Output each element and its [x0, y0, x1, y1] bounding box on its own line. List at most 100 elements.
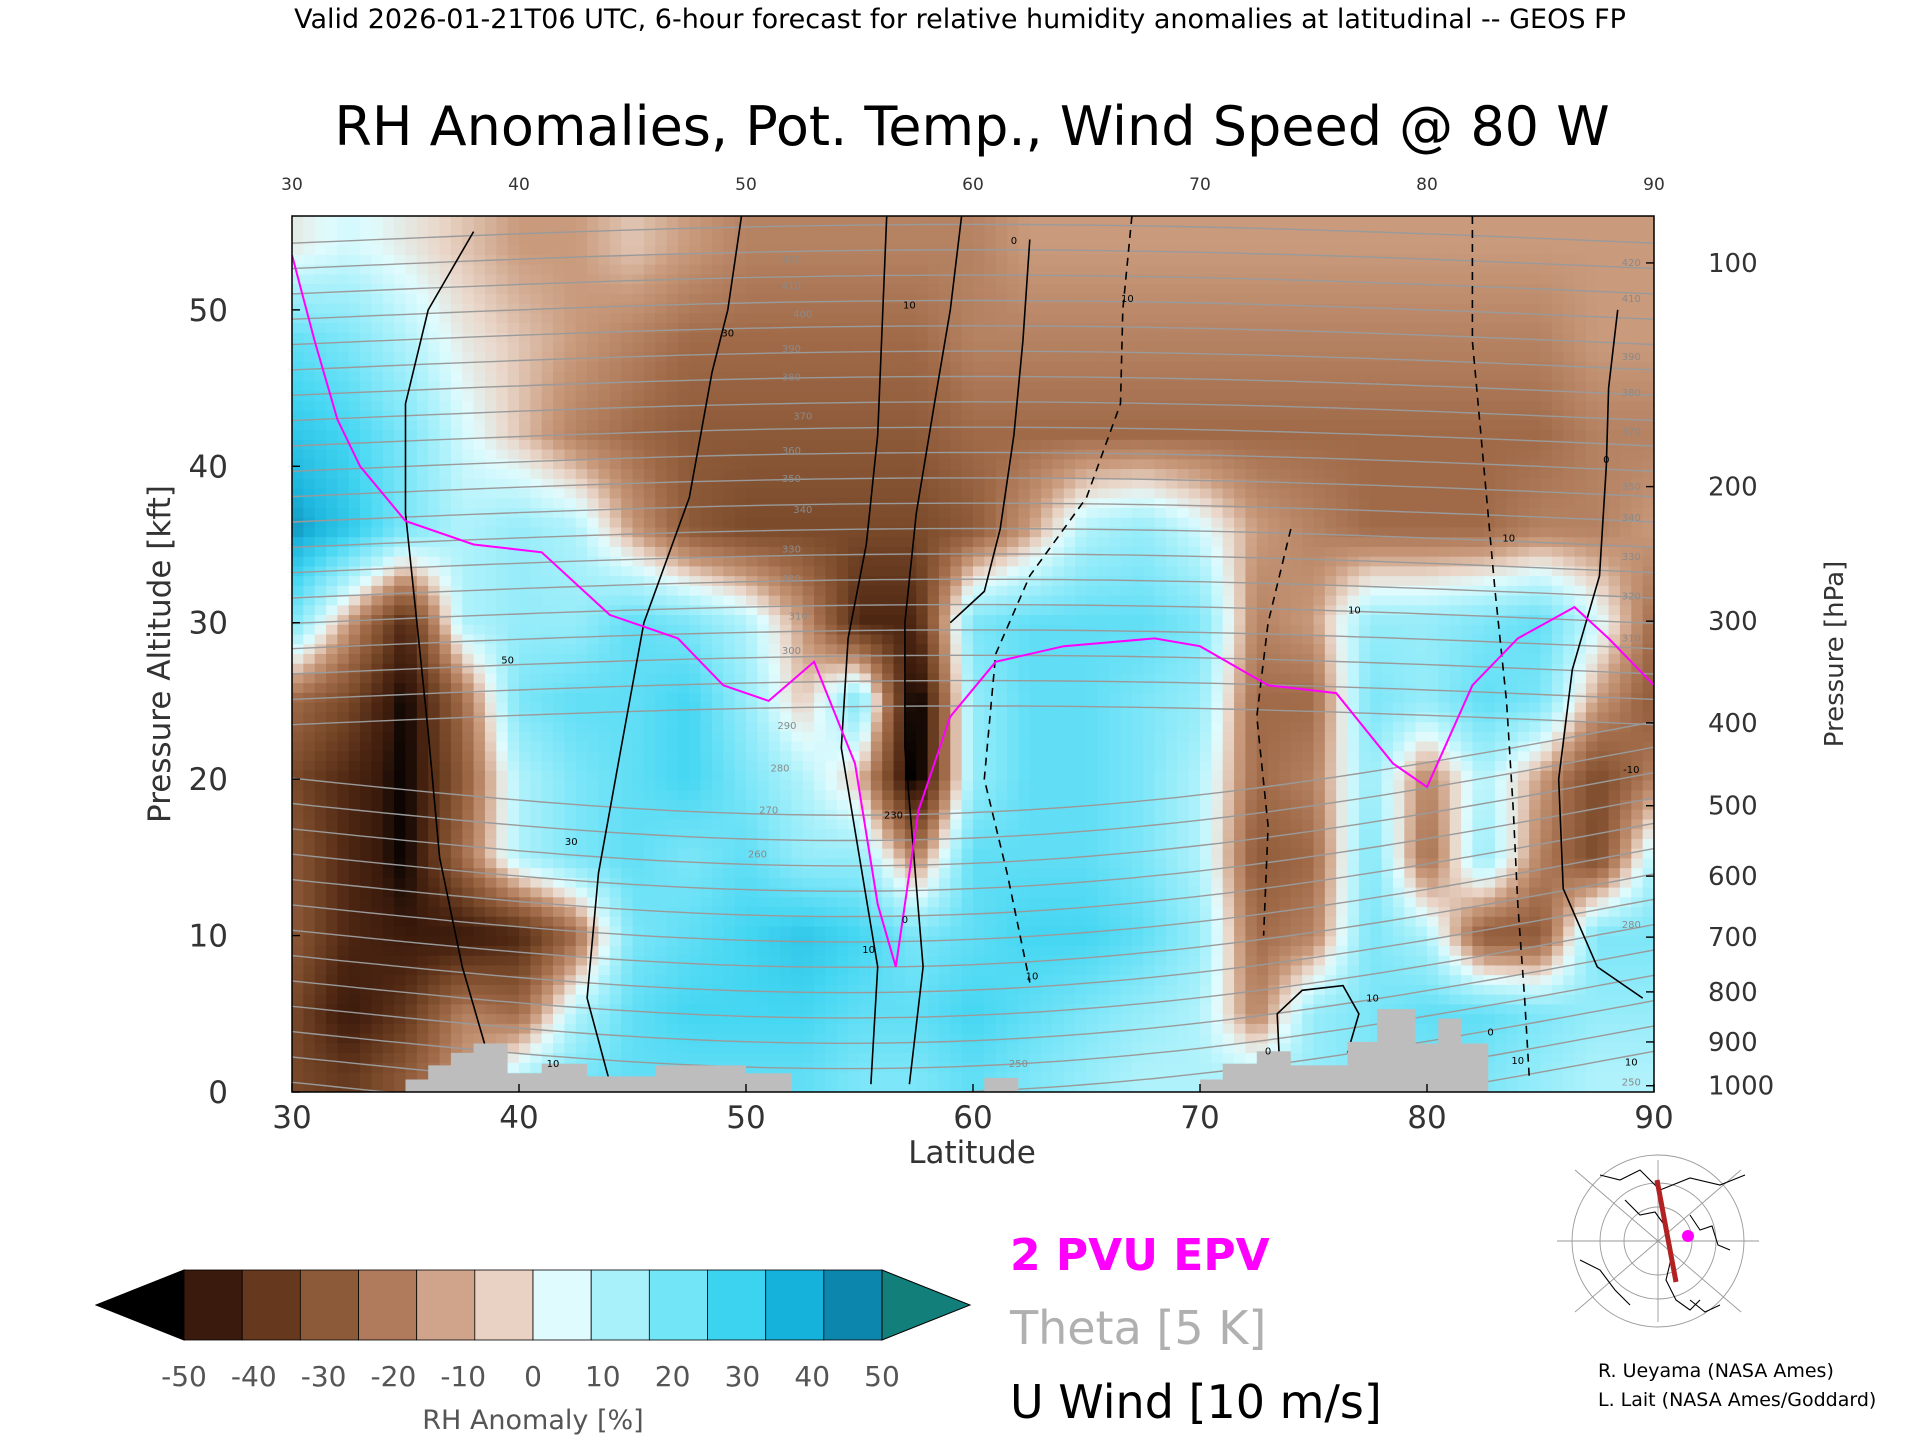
rh-cell [371, 430, 384, 441]
rh-cell [1029, 264, 1042, 275]
rh-cell [1483, 400, 1496, 412]
rh-cell [507, 284, 520, 295]
rh-cell [1279, 284, 1292, 295]
rh-cell [1268, 517, 1281, 529]
rh-cell [450, 293, 463, 305]
rh-cell [1574, 332, 1587, 344]
rh-cell [1563, 400, 1576, 412]
rh-cell [1336, 381, 1349, 392]
rh-cell [326, 362, 338, 373]
rh-cell [1427, 400, 1439, 412]
rh-cell [1290, 352, 1303, 363]
rh-cell [632, 576, 645, 587]
rh-cell [553, 284, 565, 295]
rh-cell [893, 439, 906, 451]
rh-cell [587, 274, 600, 285]
rh-cell [1381, 381, 1394, 392]
rh-cell [802, 381, 815, 392]
rh-cell [1495, 410, 1508, 421]
rh-cell [314, 362, 327, 373]
rh-cell [450, 488, 463, 499]
rh-cell [1165, 332, 1178, 344]
rh-cell [1222, 576, 1235, 587]
rh-cell [1461, 323, 1473, 334]
rh-cell [416, 556, 429, 567]
rh-cell [1086, 615, 1099, 626]
rh-cell [394, 488, 407, 499]
rh-cell [984, 488, 997, 499]
rh-cell [575, 381, 588, 392]
rh-cell [1461, 517, 1473, 529]
rh-cell [1574, 420, 1587, 431]
rh-cell [575, 332, 588, 344]
rh-cell [1404, 459, 1417, 470]
rh-cell [1427, 546, 1439, 558]
rh-cell [1381, 605, 1394, 616]
rh-cell [1642, 537, 1654, 548]
rh-cell [870, 469, 883, 480]
rh-cell [1018, 400, 1031, 412]
rh-cell [1347, 605, 1360, 616]
rh-cell [1574, 274, 1587, 285]
rh-cell [405, 527, 418, 538]
rh-cell [643, 293, 656, 305]
rh-cell [428, 459, 441, 470]
rh-cell [1143, 381, 1156, 392]
rh-cell [1483, 342, 1496, 353]
rh-cell [655, 332, 668, 344]
rh-cell [1086, 595, 1099, 606]
rh-cell [1177, 595, 1190, 606]
rh-cell [961, 527, 974, 538]
rh-cell [1290, 469, 1303, 480]
rh-cell [484, 459, 497, 470]
rh-cell [1052, 595, 1065, 606]
rh-cell [348, 527, 361, 538]
rh-cell [1165, 391, 1178, 402]
rh-cell [848, 478, 861, 490]
rh-cell [587, 556, 600, 567]
rh-cell [1551, 566, 1564, 577]
rh-cell [337, 595, 350, 606]
rh-cell [1200, 254, 1212, 266]
rh-cell [689, 284, 702, 295]
rh-cell [1052, 517, 1065, 529]
rh-cell [1324, 235, 1337, 246]
rh-cell [689, 362, 702, 373]
rh-cell [541, 459, 554, 470]
rh-cell [1313, 459, 1326, 470]
rh-cell [428, 566, 441, 577]
rh-cell [484, 566, 497, 577]
rh-cell [1177, 332, 1190, 344]
rh-cell [348, 391, 361, 402]
rh-cell [984, 293, 997, 305]
rh-cell [802, 235, 815, 246]
rh-cell [666, 585, 679, 597]
rh-cell [802, 615, 815, 626]
rh-cell [723, 420, 736, 431]
rh-cell [1551, 478, 1564, 490]
rh-cell [1245, 566, 1258, 577]
rh-cell [1256, 235, 1269, 246]
rh-cell [825, 264, 838, 275]
rh-cell [1086, 439, 1099, 451]
rh-cell [519, 585, 531, 597]
rh-cell [1234, 381, 1246, 392]
rh-cell [292, 595, 304, 606]
rh-cell [893, 362, 906, 373]
rh-cell [893, 303, 906, 314]
rh-cell [973, 264, 985, 275]
rh-cell [1438, 235, 1451, 246]
rh-cell [1188, 459, 1201, 470]
rh-cell [746, 605, 758, 616]
rh-cell [961, 303, 974, 314]
rh-cell [621, 595, 634, 606]
rh-cell [507, 371, 520, 383]
rh-cell [598, 508, 611, 519]
rh-cell [1619, 216, 1632, 227]
rh-cell [848, 585, 861, 597]
rh-cell [1109, 342, 1122, 353]
rh-cell [348, 498, 361, 509]
rh-cell [666, 556, 679, 567]
rh-cell [1427, 264, 1439, 275]
rh-cell [382, 595, 395, 606]
